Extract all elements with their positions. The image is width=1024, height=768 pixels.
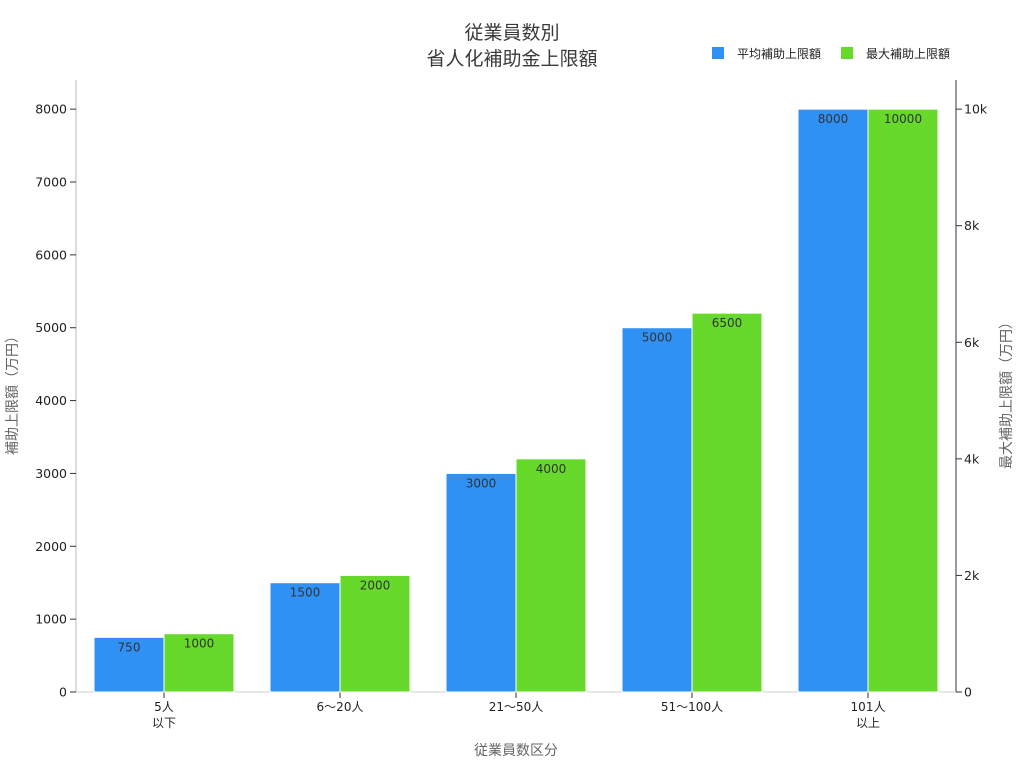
x-tick-label: 以上 <box>856 716 880 730</box>
chart-title-line: 従業員数別 <box>464 22 559 44</box>
left-tick-label: 0 <box>59 685 67 700</box>
legend-label: 最大補助上限額 <box>866 47 950 61</box>
left-tick-label: 5000 <box>35 320 67 335</box>
data-labels: 750 1000 1500 2000 3000 4000 5000 6500 8000 10000 <box>118 112 923 654</box>
left-tick-label: 2000 <box>35 539 67 554</box>
right-tick-label: 2k <box>964 568 980 583</box>
y-axis-left-title: 補助上限額（万円） <box>5 329 21 455</box>
left-tick-label: 6000 <box>35 247 67 262</box>
bar-average <box>621 327 693 693</box>
left-tick-label: 1000 <box>35 612 67 627</box>
x-tick-label: 以下 <box>152 716 176 730</box>
bar-average-label: 1500 <box>290 586 321 600</box>
bar-average-label: 750 <box>118 640 141 654</box>
right-tick-label: 6k <box>964 335 980 350</box>
x-tick-label: 101人 <box>851 700 886 714</box>
left-tick-label: 4000 <box>35 393 67 408</box>
legend: 平均補助上限額 最大補助上限額 <box>712 47 950 61</box>
bar-maximum <box>867 108 939 693</box>
right-tick-label: 0 <box>964 685 972 700</box>
legend-label: 平均補助上限額 <box>737 47 821 61</box>
bar-maximum <box>163 633 235 693</box>
axes: 0 1000 2000 3000 4000 5000 6000 7000 8000 0 2k 4k 6k… <box>5 80 1015 759</box>
right-tick-label: 4k <box>964 451 980 466</box>
bar-maximum-label: 2000 <box>360 578 391 592</box>
chart-title-line: 省人化補助金上限額 <box>426 48 597 70</box>
left-tick-label: 7000 <box>35 175 67 190</box>
bar-maximum-label: 4000 <box>536 462 567 476</box>
bars <box>93 108 939 693</box>
bar-average <box>797 108 869 693</box>
legend-swatch <box>712 47 724 59</box>
bar-average-label: 5000 <box>642 331 673 345</box>
right-tick-label: 8k <box>964 218 980 233</box>
left-tick-label: 3000 <box>35 466 67 481</box>
x-tick-label: 5人 <box>154 700 174 714</box>
bar-average-label: 3000 <box>466 476 497 490</box>
legend-swatch <box>841 47 853 59</box>
bar-average <box>93 636 165 693</box>
x-tick-label: 6〜20人 <box>317 700 364 714</box>
bar-maximum-label: 10000 <box>884 112 922 126</box>
bar-maximum <box>515 458 587 693</box>
y-axis-right-title: 最大補助上限額（万円） <box>999 315 1015 469</box>
left-tick-label: 8000 <box>35 102 67 117</box>
bar-average <box>445 472 517 693</box>
bar-maximum <box>339 574 411 693</box>
bar-maximum-label: 6500 <box>712 316 743 330</box>
x-tick-label: 21〜50人 <box>489 700 544 714</box>
bar-average-label: 8000 <box>818 112 849 126</box>
bar-average <box>269 582 341 693</box>
bar-maximum-label: 1000 <box>184 637 215 651</box>
right-tick-label: 10k <box>964 102 988 117</box>
x-axis-title: 従業員数区分 <box>474 743 558 759</box>
x-tick-label: 51〜100人 <box>661 700 723 714</box>
bar-maximum <box>691 312 763 693</box>
